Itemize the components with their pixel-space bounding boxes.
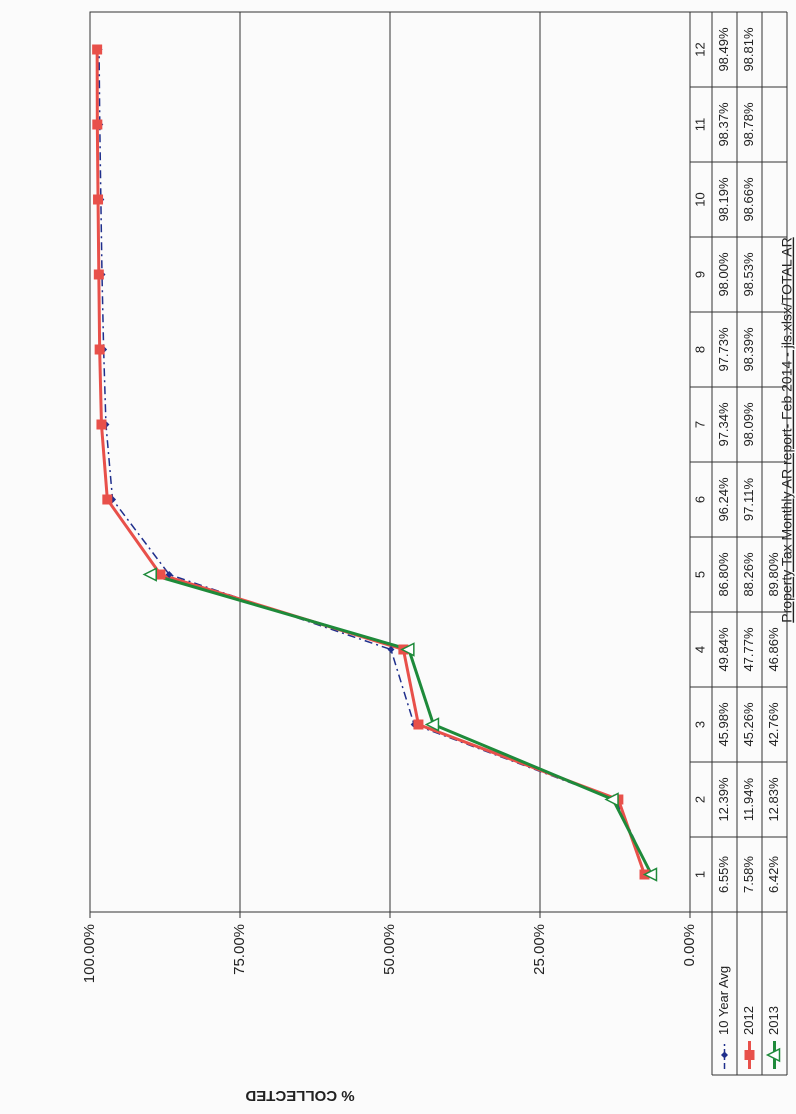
x-tick-label: 11 [692,118,707,132]
x-tick-label: 7 [692,421,707,428]
data-label: 12.83% [766,777,781,822]
point [604,792,619,807]
point [96,419,107,430]
point [102,494,113,505]
x-tick-label: 1 [692,871,707,878]
data-label: 97.73% [716,327,731,372]
data-label: 49.84% [716,627,731,672]
x-tick-label: 10 [692,192,707,206]
legend-marker [721,1051,728,1059]
data-label: 46.86% [766,627,781,672]
y-tick-label: 50.00% [381,924,398,975]
point [93,194,104,205]
x-tick-label: 2 [692,796,707,803]
series-line [98,49,652,875]
point [94,344,105,355]
x-tick-label: 9 [692,271,707,278]
point [142,567,157,582]
y-tick-label: 25.00% [531,924,548,975]
x-tick-label: 12 [692,42,707,56]
data-label: 47.77% [741,627,756,672]
y-tick-label: 0.00% [681,924,698,967]
data-label: 7.58% [741,856,756,893]
x-tick-label: 3 [692,721,707,728]
point [155,569,166,580]
data-label: 98.37% [716,102,731,147]
data-label: 89.80% [766,552,781,597]
data-label: 98.49% [716,27,731,72]
data-label: 86.80% [716,552,731,597]
data-label: 98.78% [741,102,756,147]
data-label: 96.24% [716,477,731,522]
point [413,719,424,730]
data-label: 98.81% [741,27,756,72]
data-label: 11.94% [741,778,756,822]
data-label: 88.26% [741,552,756,597]
y-tick-label: 75.00% [231,924,248,975]
rotated-chart: % COLLECTED Property Tax Monthly AR repo… [81,11,795,1104]
data-label: 97.11% [741,478,756,522]
point [424,717,440,732]
point [92,44,103,55]
point [93,269,104,280]
x-tick-label: 5 [692,571,707,578]
data-label: 98.66% [741,177,756,222]
y-axis-title: % COLLECTED [245,1087,354,1104]
data-label: 45.26% [741,702,756,747]
data-label: 98.00% [716,252,731,297]
point [400,642,415,657]
point [642,867,658,882]
point [92,119,103,130]
data-label: 42.76% [766,702,781,747]
point [387,646,395,653]
x-tick-label: 8 [692,346,707,353]
series-line [95,49,646,875]
x-tick-label: 4 [692,646,707,653]
legend-label: 2013 [766,1006,781,1035]
legend-label: 10 Year Avg [716,966,731,1035]
data-label: 98.19% [716,177,731,222]
data-label: 97.34% [716,402,731,447]
data-label: 98.09% [741,402,756,447]
legend-marker [765,1047,781,1063]
point [165,571,173,578]
legend-marker [744,1050,755,1060]
legend-label: 2012 [741,1006,756,1035]
y-tick-label: 100.00% [81,924,98,983]
data-label: 6.55% [716,856,731,893]
data-label: 6.42% [766,856,781,893]
data-label: 12.39% [716,777,731,822]
data-label: 98.39% [741,327,756,372]
data-label: 98.53% [741,252,756,297]
x-tick-label: 6 [692,496,707,503]
data-label: 45.98% [716,702,731,747]
